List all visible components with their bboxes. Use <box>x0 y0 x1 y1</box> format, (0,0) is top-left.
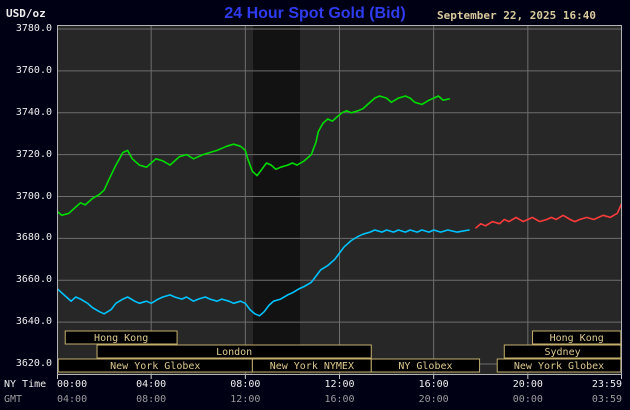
session-label: London <box>216 347 252 358</box>
y-axis-label: 3660.0 <box>15 274 52 286</box>
session-box <box>503 344 622 359</box>
chart-title: 24 Hour Spot Gold (Bid) <box>224 5 406 22</box>
session-label: Hong Kong <box>550 333 604 344</box>
y-axis-label: 3760.0 <box>15 64 52 76</box>
x-axis-gmt-row: GMT 04:00 08:00 12:00 16:00 20:00 00:00 03:59 <box>0 394 630 407</box>
x-tick-label: 20:00 <box>512 379 543 390</box>
y-axis-label: 3740.0 <box>15 106 52 118</box>
datetime-label: September 22, 2025 16:40 <box>437 9 596 22</box>
x-axis-row-label: GMT <box>4 394 23 405</box>
x-tick-label: 00:00 <box>512 394 543 405</box>
session-box <box>532 330 622 345</box>
x-tick-label: 08:00 <box>230 379 261 390</box>
session-label: NY Globex <box>398 361 452 372</box>
y-axis-label: 3700.0 <box>15 190 52 202</box>
session-box <box>370 358 481 373</box>
session-box <box>496 358 622 373</box>
x-tick-label: 04:00 <box>57 394 88 405</box>
y-axis-label: 3780.0 <box>15 23 52 34</box>
series-line-1 <box>57 229 470 317</box>
session-label: Sydney <box>544 347 580 358</box>
x-tick-label: 04:00 <box>136 379 167 390</box>
y-axis-label: 3720.0 <box>15 148 52 160</box>
x-tick-label: 16:00 <box>324 394 355 405</box>
session-label: New York Globex <box>514 361 604 372</box>
y-axis-label: 3680.0 <box>15 232 52 244</box>
session-box <box>96 344 372 359</box>
plot-area: Hong Kong Hong Kong London Sydney New York G… <box>57 25 622 379</box>
plot-dark-band <box>253 25 300 375</box>
x-tick-label: 08:00 <box>136 394 167 405</box>
y-axis-label: 3640.0 <box>15 316 52 328</box>
x-tick-label: 20:00 <box>418 394 449 405</box>
x-tick-label: 16:00 <box>418 379 449 390</box>
units-label: USD/oz <box>6 7 46 20</box>
x-axis-row-label: NY Time <box>4 379 47 390</box>
series-line-2 <box>475 202 622 229</box>
session-label: New York Globex <box>110 361 200 372</box>
x-tick-label: 12:00 <box>324 379 355 390</box>
session-label: New York NYMEX <box>270 361 354 372</box>
x-tick-label: 23:59 <box>591 379 622 390</box>
y-axis-label: 3620.0 <box>15 358 52 369</box>
session-box <box>64 330 178 345</box>
x-tick-label: 12:00 <box>230 394 261 405</box>
series-line-0 <box>57 95 451 217</box>
x-tick-label: 00:00 <box>57 379 88 390</box>
x-axis-ny-time-row: NY Time 00:00 04:00 08:00 12:00 16:00 20:00 23:… <box>0 379 630 392</box>
x-tick-label: 03:59 <box>591 394 622 405</box>
session-label: Hong Kong <box>94 333 148 344</box>
plot-frame <box>57 25 622 375</box>
